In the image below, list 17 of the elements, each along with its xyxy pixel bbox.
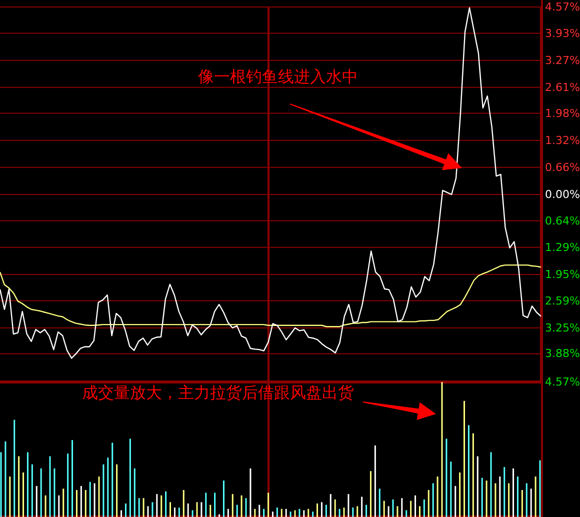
y-tick-label: 1.98% — [545, 106, 580, 120]
annotation: 像一根钓鱼线进入水中 — [198, 67, 358, 86]
y-tick-label: 4.57% — [545, 376, 580, 389]
y-tick-label: 3.27% — [545, 54, 580, 67]
y-tick-label: 1.95% — [545, 268, 580, 282]
y-tick-label: 2.59% — [545, 294, 580, 308]
annotation: 成交量放大，主力拉货后借跟风盘出货 — [82, 383, 354, 402]
y-tick-label: 2.61% — [545, 80, 580, 94]
y-tick-label: 0.00% — [545, 188, 580, 202]
y-tick-label: 0.66% — [545, 160, 580, 174]
y-tick-label: 4.57% — [545, 0, 580, 14]
y-tick-label: 0.64% — [545, 214, 580, 228]
y-tick-label: 1.32% — [545, 134, 580, 147]
y-tick-label: 3.25% — [545, 321, 580, 334]
y-tick-label: 3.88% — [545, 347, 580, 360]
y-tick-label: 1.29% — [545, 240, 580, 254]
y-tick-label: 3.93% — [545, 26, 580, 40]
